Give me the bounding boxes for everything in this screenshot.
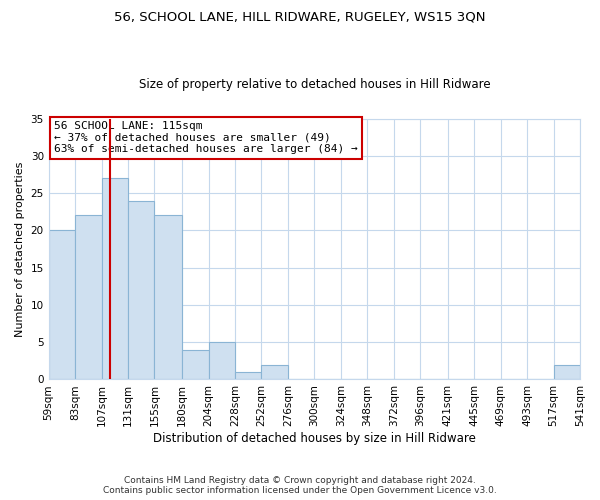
Text: Contains HM Land Registry data © Crown copyright and database right 2024.
Contai: Contains HM Land Registry data © Crown c… bbox=[103, 476, 497, 495]
Title: Size of property relative to detached houses in Hill Ridware: Size of property relative to detached ho… bbox=[139, 78, 490, 91]
Bar bbox=[101, 178, 128, 380]
Bar bbox=[209, 342, 235, 380]
Y-axis label: Number of detached properties: Number of detached properties bbox=[15, 162, 25, 336]
Text: 56, SCHOOL LANE, HILL RIDWARE, RUGELEY, WS15 3QN: 56, SCHOOL LANE, HILL RIDWARE, RUGELEY, … bbox=[114, 10, 486, 23]
Bar bbox=[49, 230, 75, 380]
X-axis label: Distribution of detached houses by size in Hill Ridware: Distribution of detached houses by size … bbox=[153, 432, 476, 445]
Bar bbox=[128, 200, 154, 380]
Bar bbox=[75, 216, 101, 380]
Bar bbox=[554, 364, 580, 380]
Bar bbox=[262, 364, 288, 380]
Bar bbox=[182, 350, 209, 380]
Bar bbox=[154, 216, 182, 380]
Text: 56 SCHOOL LANE: 115sqm
← 37% of detached houses are smaller (49)
63% of semi-det: 56 SCHOOL LANE: 115sqm ← 37% of detached… bbox=[54, 121, 358, 154]
Bar bbox=[235, 372, 262, 380]
